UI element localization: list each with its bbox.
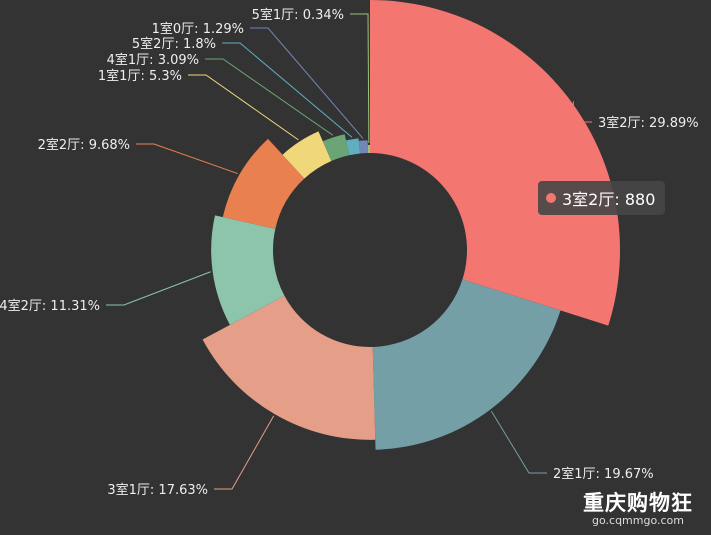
tooltip: 3室2厅: 880 bbox=[538, 181, 666, 215]
slice-3[interactable] bbox=[202, 295, 376, 440]
slice-label-2: 2室1厅: 19.67% bbox=[553, 466, 654, 482]
pie-slices bbox=[202, 0, 620, 450]
leader-line-8 bbox=[222, 42, 353, 138]
slice-1[interactable] bbox=[370, 0, 620, 326]
leader-line-5 bbox=[136, 143, 238, 175]
slice-label-8: 5室2厅: 1.8% bbox=[132, 36, 216, 52]
slice-label-1: 3室2厅: 29.89% bbox=[598, 115, 699, 131]
leader-line-7 bbox=[205, 58, 334, 136]
leader-line-10 bbox=[350, 13, 370, 144]
slice-7[interactable] bbox=[322, 134, 350, 162]
slice-label-6: 1室1厅: 5.3% bbox=[98, 68, 182, 84]
watermark-url: go.cqmmgo.com bbox=[592, 514, 684, 527]
slice-6[interactable] bbox=[282, 131, 332, 179]
slice-label-5: 2室2厅: 9.68% bbox=[38, 137, 130, 153]
watermark: 重庆购物狂 go.cqmmgo.com bbox=[583, 491, 693, 527]
label-leader-lines bbox=[106, 13, 592, 490]
slice-10[interactable] bbox=[367, 145, 370, 154]
leader-line-2 bbox=[491, 410, 547, 474]
slice-2[interactable] bbox=[372, 279, 561, 450]
slice-5[interactable] bbox=[222, 138, 305, 229]
slice-labels: 3室2厅: 29.89% 2室1厅: 19.67% 3室1厅: 17.63% 4室2厅… bbox=[0, 7, 699, 498]
leader-line-3 bbox=[214, 415, 275, 490]
tooltip-color-dot bbox=[546, 193, 556, 203]
slice-4[interactable] bbox=[211, 215, 285, 325]
tooltip-text: 3室2厅: 880 bbox=[562, 190, 656, 209]
leader-line-6 bbox=[188, 74, 299, 141]
leader-line-9 bbox=[250, 27, 364, 139]
slice-9[interactable] bbox=[358, 140, 368, 154]
leader-line-4 bbox=[106, 271, 211, 306]
slice-label-9: 1室0厅: 1.29% bbox=[152, 21, 244, 37]
slice-label-3: 3室1厅: 17.63% bbox=[107, 482, 208, 498]
slice-label-4: 4室2厅: 11.31% bbox=[0, 298, 100, 314]
slice-label-7: 4室1厅: 3.09% bbox=[107, 52, 199, 68]
watermark-title: 重庆购物狂 bbox=[583, 491, 693, 515]
slice-8[interactable] bbox=[346, 138, 361, 156]
leader-line-1 bbox=[572, 101, 592, 123]
slice-label-10: 5室1厅: 0.34% bbox=[252, 7, 344, 23]
